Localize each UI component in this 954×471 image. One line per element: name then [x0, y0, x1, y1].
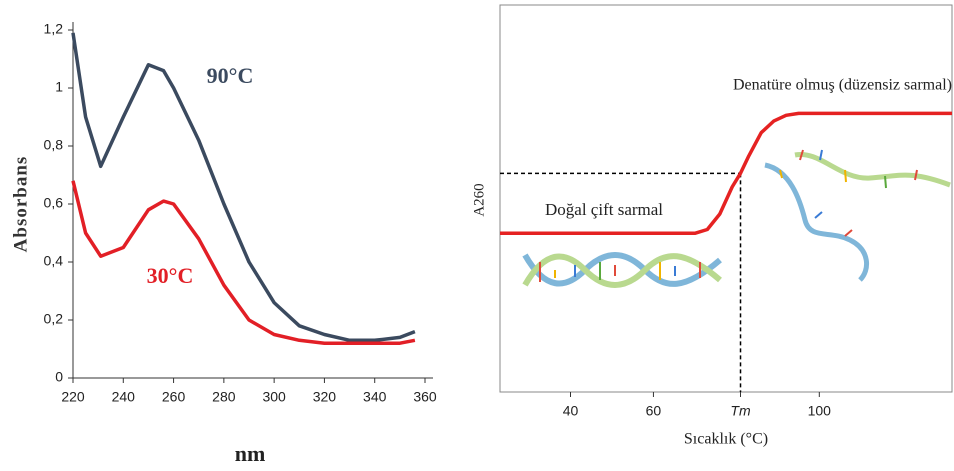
y-tick-label: 1: [55, 79, 63, 95]
y-tick-label: 0,6: [44, 195, 64, 211]
data-line: [71, 32, 416, 343]
x-tick-label: 60: [646, 403, 662, 419]
x-tick-label: 280: [212, 389, 236, 405]
plot-frame: [499, 4, 953, 393]
x-tick-label: 300: [262, 389, 286, 405]
x-tick-label: 360: [413, 389, 437, 405]
y-axis-title: A260: [471, 183, 487, 216]
x-tick-label: 320: [313, 389, 337, 405]
x-tick-label: 240: [112, 389, 136, 405]
x-tick-label: Tm: [730, 403, 751, 419]
annotation: Doğal çift sarmal: [545, 200, 663, 219]
y-tick-label: 1,2: [44, 21, 64, 37]
x-tick-label: 340: [363, 389, 387, 405]
x-axis-title: Sıcaklık (°C): [684, 431, 768, 448]
y-axis-title: Absorbans: [10, 156, 31, 253]
dna-illustration: [522, 149, 951, 288]
x-tick-label: 40: [563, 403, 579, 419]
series-label: 90°C: [207, 63, 254, 88]
y-tick-label: 0: [55, 369, 63, 385]
series-label: 30°C: [147, 263, 194, 288]
y-tick-label: 0,2: [44, 311, 64, 327]
x-axis-title: nm: [235, 441, 266, 466]
y-tick-label: 0,4: [44, 253, 64, 269]
data-line: [500, 111, 952, 236]
data-line: [71, 180, 416, 345]
x-tick-label: 220: [61, 389, 85, 405]
y-tick-label: 0,8: [44, 137, 64, 153]
x-tick-label: 100: [808, 403, 832, 419]
annotation: Denatüre olmuş (düzensiz sarmal): [733, 77, 952, 94]
x-tick-label: 260: [162, 389, 186, 405]
